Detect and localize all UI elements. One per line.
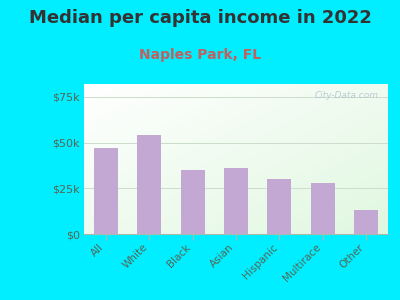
Bar — [268, 179, 291, 234]
Bar — [224, 168, 248, 234]
Bar — [354, 210, 378, 234]
Text: Naples Park, FL: Naples Park, FL — [139, 48, 261, 62]
Bar — [181, 170, 204, 234]
Text: City-Data.com: City-Data.com — [315, 92, 379, 100]
Bar — [137, 135, 161, 234]
Text: Median per capita income in 2022: Median per capita income in 2022 — [28, 9, 372, 27]
Bar — [311, 183, 335, 234]
Bar — [94, 148, 118, 234]
